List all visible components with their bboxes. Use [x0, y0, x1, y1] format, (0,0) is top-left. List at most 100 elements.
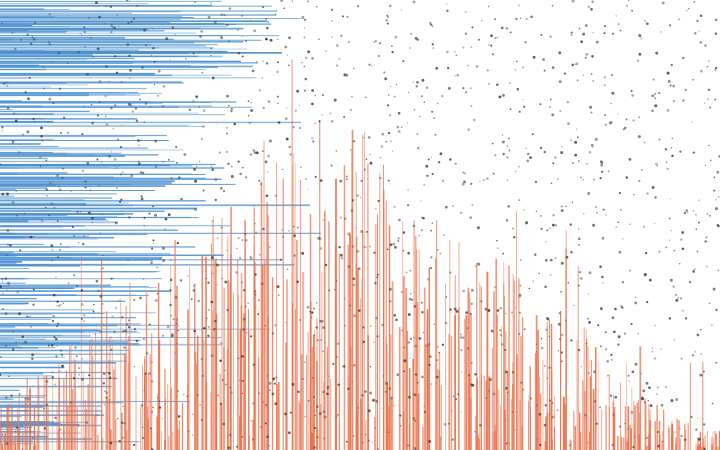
scatter-point — [615, 15, 617, 17]
scatter-point — [575, 128, 578, 130]
scatter-point — [321, 94, 324, 97]
scatter-point — [715, 361, 718, 364]
scatter-point — [319, 179, 323, 182]
scatter-point — [617, 221, 620, 224]
scatter-point — [507, 137, 510, 140]
scatter-point — [534, 253, 537, 256]
scatter-point — [543, 69, 546, 72]
scatter-point — [474, 265, 477, 268]
scatter-point — [287, 431, 291, 435]
scatter-point — [704, 164, 707, 166]
scatter-point — [254, 231, 258, 234]
scatter-point — [646, 192, 649, 195]
scatter-point — [261, 77, 264, 79]
scatter-point — [241, 35, 243, 38]
scatter-point — [94, 333, 97, 336]
scatter-point — [463, 172, 467, 175]
scatter-point — [302, 378, 304, 380]
scatter-point — [492, 392, 496, 396]
scatter-point — [685, 9, 688, 12]
scatter-point — [208, 326, 210, 328]
scatter-point — [414, 344, 417, 348]
scatter-point — [139, 171, 143, 174]
scatter-point — [78, 373, 80, 376]
scatter-point — [604, 348, 608, 351]
scatter-point — [76, 284, 79, 288]
scatter-point — [40, 126, 43, 130]
scatter-point — [670, 229, 672, 232]
scatter-point — [48, 42, 52, 46]
scatter-point — [311, 311, 314, 314]
scatter-point — [108, 80, 111, 83]
scatter-point — [222, 189, 226, 193]
scatter-point — [582, 32, 586, 36]
scatter-point — [284, 412, 287, 416]
scatter-point — [14, 119, 18, 123]
scatter-point — [132, 17, 135, 20]
scatter-point — [339, 179, 343, 183]
scatter-point — [589, 105, 593, 109]
scatter-point — [340, 34, 343, 37]
scatter-point — [454, 74, 456, 77]
scatter-point — [634, 301, 638, 305]
scatter-point — [409, 357, 411, 359]
scatter-point — [638, 179, 641, 183]
scatter-point — [515, 17, 518, 20]
scatter-point — [39, 165, 42, 167]
scatter-point — [407, 313, 411, 316]
scatter-point — [451, 438, 454, 441]
scatter-point — [45, 188, 48, 191]
scatter-point — [629, 223, 631, 225]
scatter-point — [574, 140, 578, 144]
scatter-point — [276, 70, 279, 73]
scatter-point — [362, 441, 364, 444]
scatter-point — [546, 377, 549, 380]
scatter-point — [311, 377, 314, 379]
scatter-point — [548, 399, 552, 402]
scatter-point — [523, 209, 525, 211]
scatter-point — [578, 160, 580, 162]
scatter-point — [644, 20, 646, 22]
scatter-point — [507, 205, 510, 208]
scatter-point — [119, 146, 123, 149]
scatter-point — [614, 307, 617, 311]
scatter-point — [705, 236, 708, 239]
scatter-point — [563, 72, 567, 75]
scatter-point — [423, 410, 427, 414]
scatter-point — [684, 317, 688, 320]
scatter-point — [120, 80, 123, 84]
scatter-point — [96, 414, 99, 417]
scatter-point — [700, 373, 703, 377]
scatter-point — [401, 126, 403, 128]
scatter-point — [412, 0, 416, 4]
scatter-point — [528, 287, 531, 290]
scatter-point — [14, 47, 17, 51]
scatter-point — [654, 92, 656, 95]
scatter-point — [211, 76, 215, 80]
scatter-point — [429, 23, 433, 26]
scatter-point — [558, 338, 561, 341]
scatter-point — [550, 182, 553, 185]
scatter-point — [80, 289, 84, 292]
scatter-point — [56, 255, 60, 259]
scatter-point — [99, 294, 103, 298]
scatter-point — [627, 374, 630, 377]
scatter-point — [6, 192, 9, 196]
scatter-point — [540, 338, 543, 340]
scatter-point — [369, 391, 373, 395]
scatter-point — [142, 436, 145, 440]
scatter-point — [509, 108, 512, 110]
scatter-point — [467, 373, 471, 377]
scatter-point — [316, 339, 319, 342]
scatter-point — [52, 102, 55, 105]
scatter-point — [15, 426, 19, 429]
scatter-point — [143, 216, 146, 219]
scatter-point — [611, 316, 615, 320]
scatter-point — [223, 13, 226, 17]
scatter-point — [140, 195, 143, 198]
scatter-point — [413, 305, 417, 308]
scatter-point — [275, 376, 278, 379]
scatter-point — [469, 216, 473, 219]
scatter-point — [711, 324, 713, 326]
scatter-point — [544, 259, 548, 262]
